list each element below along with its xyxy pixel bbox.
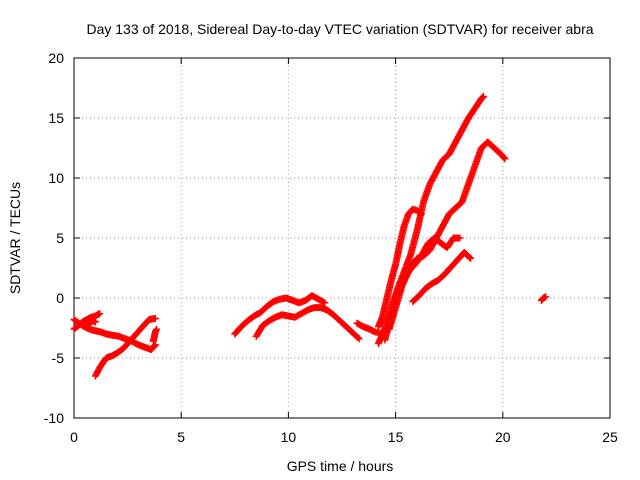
data-point [456,234,464,242]
y-tick-label: 20 [48,50,64,66]
x-tick-label: 10 [281,429,297,445]
data-point [478,94,486,102]
x-axis-label: GPS time / hours [287,458,394,474]
grid [74,58,610,418]
data-point [479,93,487,101]
data-markers [70,92,550,380]
series-track-8 [353,319,387,338]
y-tick-label: 0 [56,290,64,306]
data-point [151,342,159,350]
series-track-5 [149,325,161,345]
series-track-4 [91,314,159,380]
y-tick-label: 5 [56,230,64,246]
data-point [320,298,328,306]
data-point [501,155,509,163]
axis-ticks: 0 5 10 15 20 25 -10 -5 0 5 10 15 20 [44,50,618,445]
series-track-14 [537,293,550,304]
data-point [321,299,329,307]
series-track-12 [385,234,464,333]
data-point [151,341,159,349]
y-tick-label: -10 [44,410,64,426]
data-point [354,334,362,342]
chart-title: Day 133 of 2018, Sidereal Day-to-day VTE… [86,21,593,37]
series-track-13 [409,248,475,306]
x-tick-label: 15 [388,429,404,445]
x-tick-label: 25 [602,429,618,445]
data-point [151,314,159,322]
data-point [91,318,99,326]
data-point [96,310,104,318]
x-tick-label: 5 [177,429,185,445]
y-axis-label: SDTVAR / TECUs [7,182,23,294]
series-track-9 [374,205,425,331]
y-tick-label: 10 [48,170,64,186]
y-tick-label: 15 [48,110,64,126]
data-point [467,254,475,262]
data-point [466,253,474,261]
data-point [480,92,488,100]
data-point [500,154,508,162]
x-tick-label: 20 [495,429,511,445]
data-point [542,293,550,301]
data-point [355,335,363,343]
series-track-7 [252,304,363,343]
x-tick-label: 0 [70,429,78,445]
series-track-3 [81,317,99,330]
series-track-6 [231,292,329,338]
series-track-10 [374,92,488,348]
data-point [153,325,161,333]
y-tick-label: -5 [52,350,65,366]
